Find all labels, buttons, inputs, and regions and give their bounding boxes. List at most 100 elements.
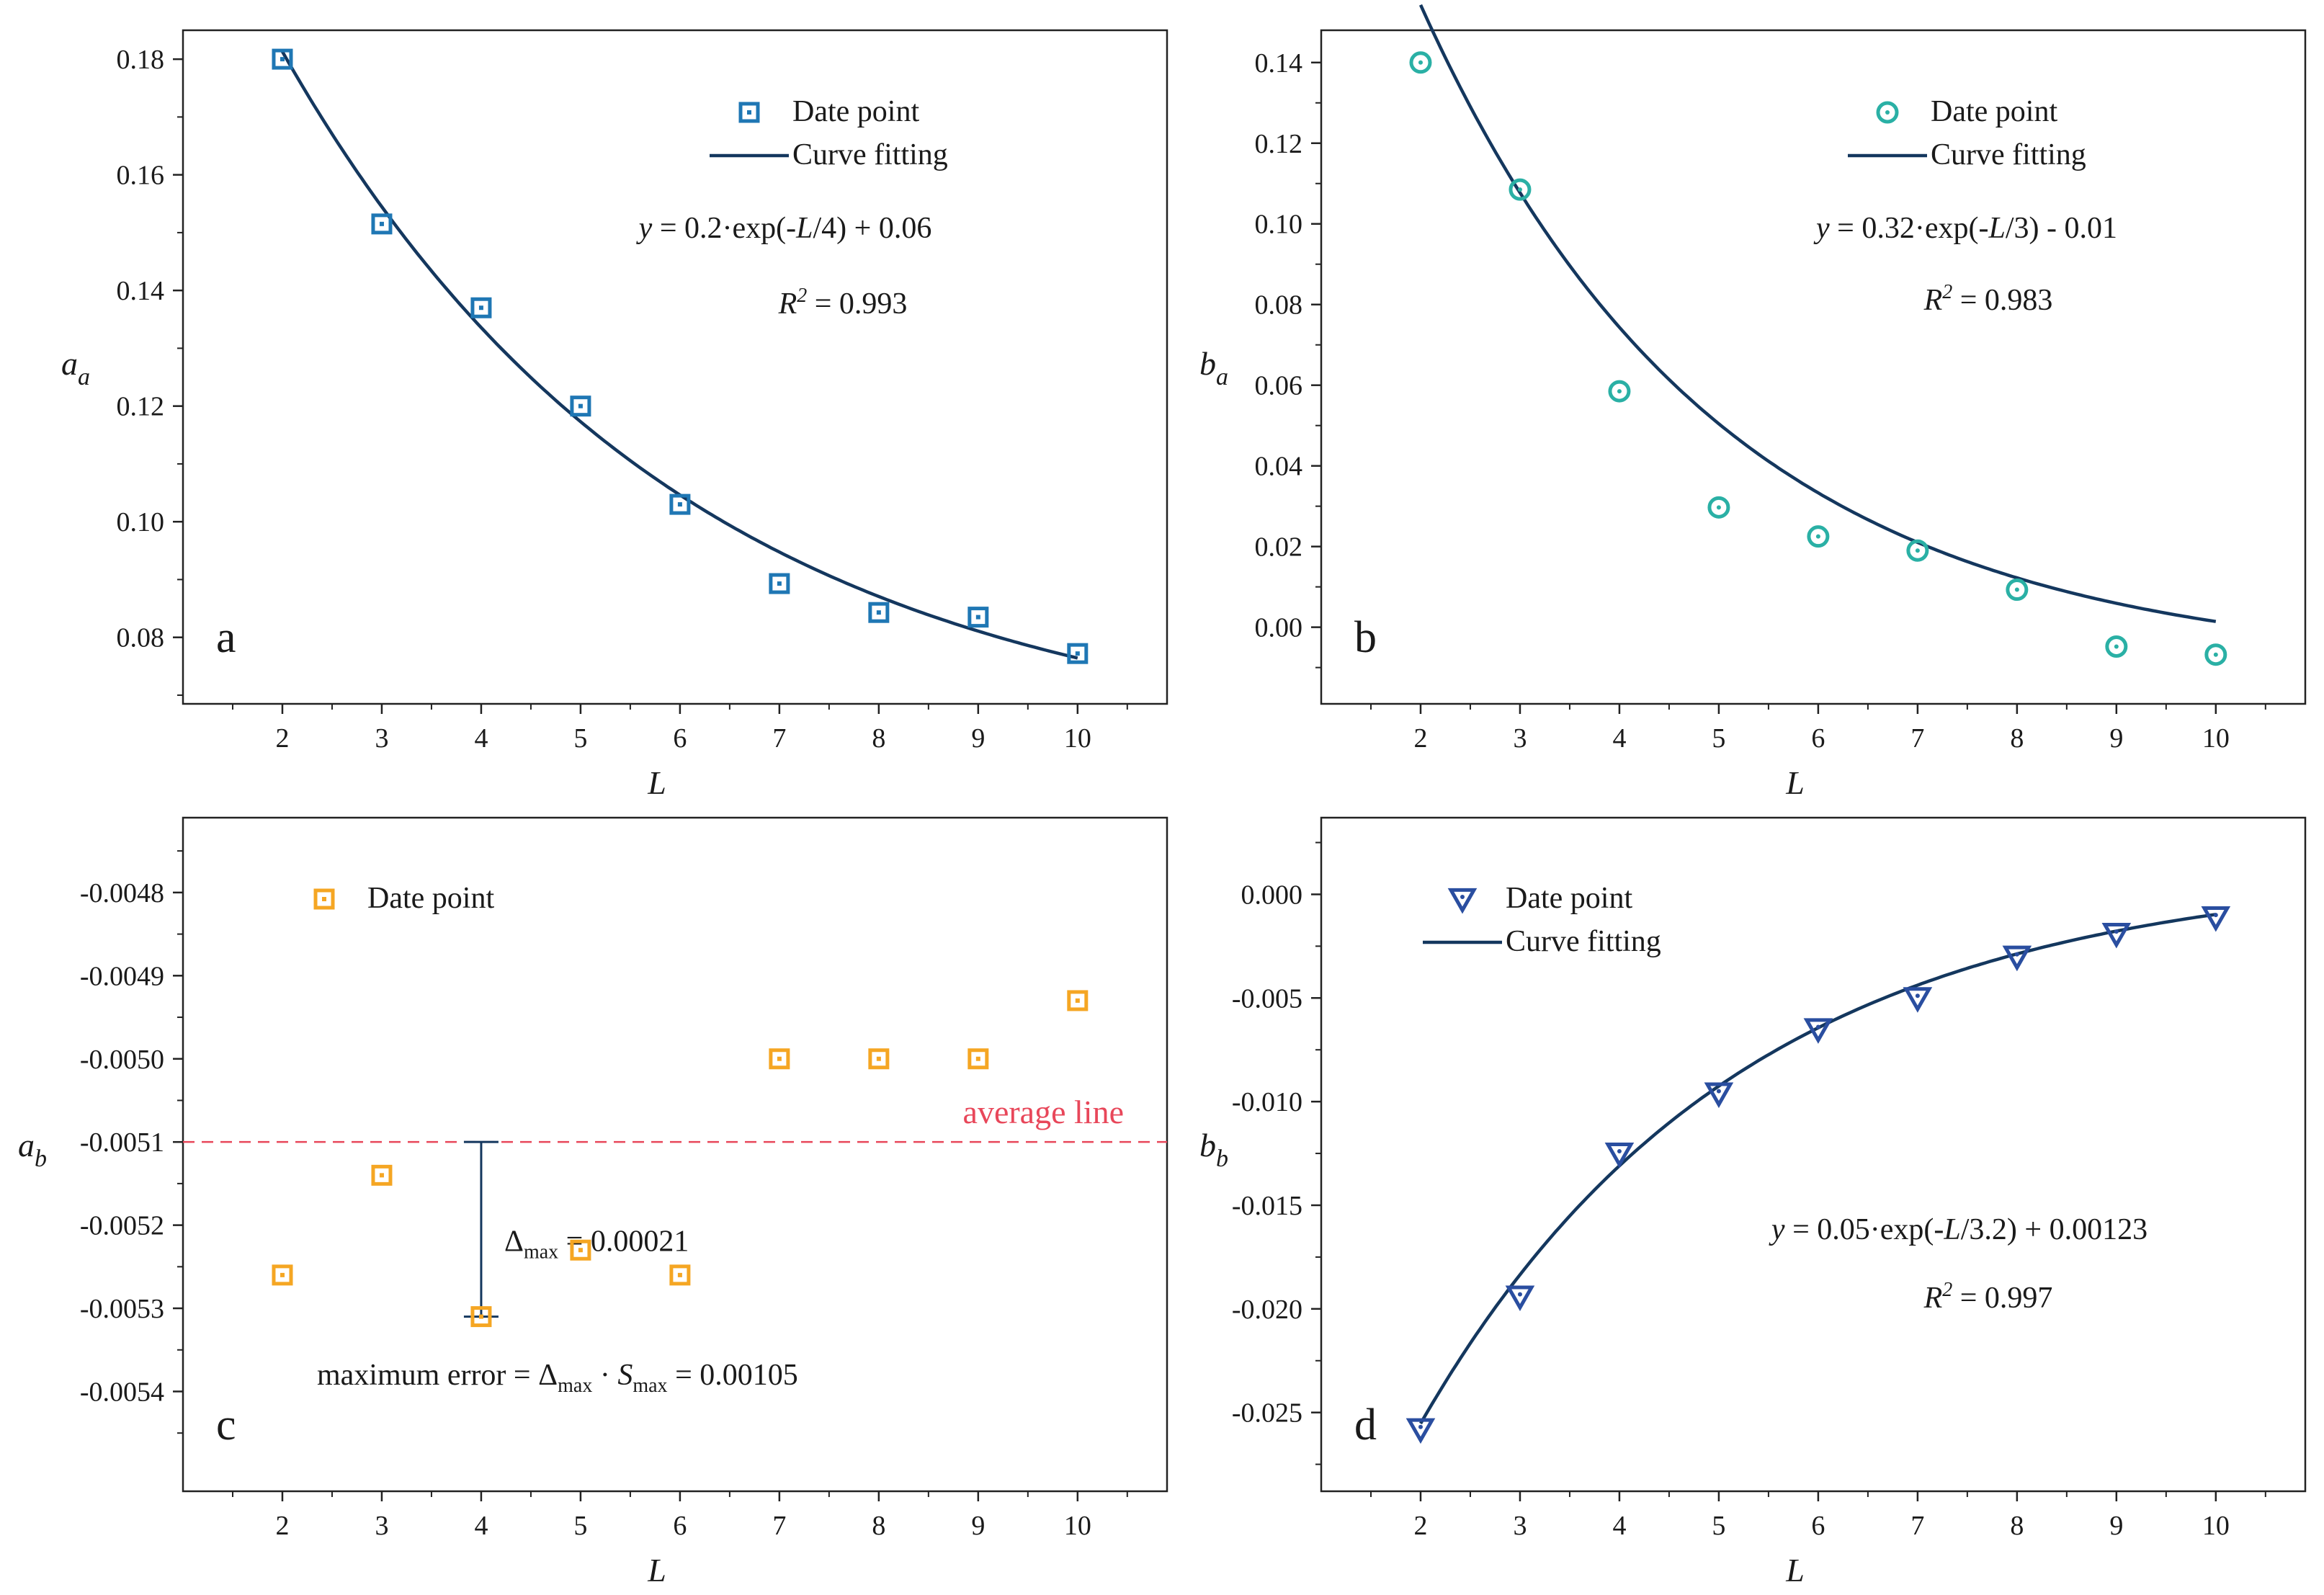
r-squared: R2 = 0.997 [1923,1279,2053,1315]
data-point [1604,1142,1635,1169]
legend-marker [738,102,760,123]
data-point-marker [1405,1418,1436,1444]
data-point [967,607,989,628]
legend-entry: Curve fitting [1423,925,1661,958]
data-point [371,1164,393,1186]
fit-curve [1419,913,2217,1425]
data-point [669,1264,691,1286]
data-point-marker [2002,945,2032,972]
data-point-marker-center [478,305,483,310]
legend-label: Curve fitting [792,138,948,171]
data-point [1505,1285,1535,1312]
panel-d: 2 3 4 5 6 7 8 9 10 -0.025 -0.020 -0.015 -0.010 -0.005… [1199,816,2307,1589]
data-point-marker-center [1517,1292,1522,1297]
data-point [2002,945,2032,972]
data-point-marker [2201,906,2231,932]
data-point-marker [272,48,293,70]
data-point-marker-center [379,221,384,226]
data-point-marker-center [1418,1424,1423,1429]
data-point-marker [1906,539,1929,562]
data-point-marker-center [1815,534,1820,539]
delta-max-label: Δmax = 0.00021 [504,1225,689,1263]
data-point [2006,578,2029,602]
data-point [371,213,393,235]
data-point-marker-center [876,610,881,615]
y-tick-label: -0.005 [1232,983,1302,1014]
data-point [272,1264,293,1286]
legend-marker-center [1460,895,1465,899]
fit-equation: y = 0.32·exp(-L/3) - 0.01 [1813,212,2117,245]
data-point [1807,525,1830,548]
x-tick-label: 6 [1811,723,1825,754]
x-tick-label: 4 [1612,1511,1626,1541]
panel-tag: c [216,1400,236,1449]
data-point-marker-center [280,1272,285,1277]
x-tick-label: 7 [772,1511,786,1541]
data-point-marker [1067,990,1089,1011]
data-point-marker-center [2213,913,2218,918]
y-tick-label: 0.10 [117,507,165,537]
data-point [669,493,691,515]
y-tick-label: -0.015 [1232,1191,1302,1221]
x-tick-label: 5 [1712,1511,1725,1541]
legend-marker [313,888,335,910]
data-point-marker-center [2114,644,2119,649]
max-error-label: maximum error = Δmax · Smax = 0.00105 [317,1359,798,1397]
data-point-marker-center [1915,548,1920,553]
data-point-marker [868,1048,890,1070]
data-point-marker [1067,643,1089,664]
data-point-marker [967,607,989,628]
data-point-marker-center [975,615,980,620]
legend-label: Date point [1506,882,1632,915]
x-tick-label: 2 [275,723,289,754]
data-point [769,1048,790,1070]
plot-frame [1320,29,2307,705]
x-axis-label: L [647,764,666,801]
x-tick-label: 10 [2202,723,2230,754]
data-point [868,602,890,623]
data-point-marker [1604,1142,1635,1169]
data-point-marker [1707,496,1730,519]
data-point [470,297,492,318]
x-tick-label: 8 [872,723,885,754]
data-point-marker [1509,178,1532,201]
data-point-marker-center [1075,998,1080,1003]
data-point [1067,990,1089,1011]
y-axis-label: aa [61,345,90,390]
x-tick-label: 7 [772,723,786,754]
data-point [1067,643,1089,664]
data-point-marker [371,1164,393,1186]
y-tick-label: 0.14 [1255,48,1303,79]
x-tick-label: 6 [673,723,687,754]
legend-marker-center [322,897,326,901]
y-tick-label: 0.08 [117,623,165,653]
data-point [1509,178,1532,201]
y-tick-label: -0.0050 [80,1045,164,1075]
data-point-marker [1409,51,1432,74]
data-point-marker [1704,1082,1734,1109]
x-tick-label: 4 [1612,723,1626,754]
legend-marker-center [747,110,751,115]
y-tick-label: -0.0049 [80,961,164,991]
x-tick-label: 9 [971,723,985,754]
y-tick-label: 0.00 [1255,613,1303,643]
data-point-marker-center [578,1248,583,1253]
y-tick-label: 0.000 [1241,880,1303,910]
x-tick-label: 9 [971,1511,985,1541]
data-point [570,396,591,417]
y-tick-label: -0.025 [1232,1398,1302,1429]
data-point-marker [1608,380,1631,403]
panel-c: 2 3 4 5 6 7 8 9 10 -0.0054 -0.0053 -0.0052 -0.0051 -0… [18,816,1168,1589]
plot-frame [182,29,1168,705]
y-tick-label: 0.16 [117,161,165,191]
data-point-marker [1807,525,1830,548]
data-point [1409,51,1432,74]
data-point [2101,923,2132,949]
data-point [967,1048,989,1070]
panel-b: 2 3 4 5 6 7 8 9 10 0.00 0.02 0.04 0.06 0.08 0.10 0.12 0.… [1199,4,2307,801]
x-tick-label: 3 [375,1511,388,1541]
fit-equation: y = 0.05·exp(-L/3.2) + 0.00123 [1769,1213,2148,1246]
x-tick-label: 2 [1413,1511,1427,1541]
